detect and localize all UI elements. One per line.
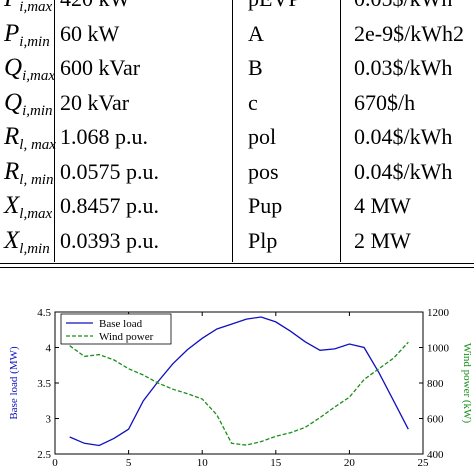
column-divider — [54, 0, 55, 262]
parameter-value-cell: 0.04$/kWh — [354, 158, 453, 184]
symbol-letter: Q — [4, 88, 23, 116]
parameter-value-cell: 670$/h — [354, 89, 416, 115]
y2-tick-label: 600 — [427, 414, 444, 426]
value-cell: 0.0575 p.u. — [60, 158, 159, 184]
y-tick-label: 3 — [46, 414, 52, 426]
x-tick-label: 5 — [126, 457, 132, 469]
parameter-value-cell: 0.05$/kWh — [354, 0, 452, 12]
parameter-cell: A — [248, 20, 264, 46]
y-tick-label: 3.5 — [37, 378, 51, 390]
parameter-cell: c — [248, 89, 258, 115]
column-divider — [232, 0, 233, 262]
symbol-cell: Xl,max — [4, 193, 52, 227]
symbol-subscript: l, max — [19, 137, 56, 153]
symbol-letter: R — [4, 123, 20, 150]
table-bottom-rule — [0, 263, 474, 264]
y2-axis-title: Wind power (kW) — [461, 343, 473, 424]
table-row: Xl,min 0.0393 p.u. Plp 2 MW — [0, 226, 474, 262]
parameter-cell: B — [248, 55, 263, 80]
symbol-letter: P — [4, 19, 20, 47]
symbol-letter: R — [4, 157, 20, 185]
symbol-cell: Pi,min — [4, 19, 50, 55]
parameter-value-cell: 0.04$/kWh — [354, 124, 453, 149]
table-row: Xl,max 0.8457 p.u. Pup 4 MW — [0, 193, 474, 227]
symbol-cell: Xl,min — [4, 226, 50, 262]
value-cell: 20 kVar — [60, 89, 130, 115]
table-bottom-rule-double — [0, 267, 474, 268]
parameter-value-cell: 4 MW — [354, 193, 411, 218]
y2-tick-label: 1000 — [427, 343, 450, 355]
symbol-letter: X — [4, 226, 20, 254]
x-tick-label: 25 — [418, 457, 430, 469]
column-divider — [340, 0, 341, 262]
value-cell: 1.068 p.u. — [60, 124, 148, 149]
value-cell: 0.0393 p.u. — [60, 227, 159, 253]
legend-box — [60, 313, 172, 345]
symbol-cell: Rl, min — [4, 157, 54, 193]
symbol-letter: X — [4, 192, 20, 219]
y2-tick-label: 400 — [427, 449, 444, 461]
y-axis-title: Base load (MW) — [8, 346, 20, 420]
symbol-cell: Pi,max — [4, 0, 52, 20]
legend-label: Wind power — [99, 331, 154, 343]
symbol-subscript: i,max — [19, 0, 53, 15]
table-row: Rl, min 0.0575 p.u. pos 0.04$/kWh — [0, 157, 474, 193]
parameter-value-cell: 2 MW — [354, 227, 411, 253]
table-row: Pi,min 60 kW A 2e-9$/kWh2 — [0, 19, 474, 55]
legend-label: Base load — [99, 318, 143, 330]
value-cell: 600 kVar — [60, 55, 141, 80]
parameter-cell: pol — [248, 124, 277, 149]
parameter-cell: Pup — [248, 193, 283, 218]
symbol-subscript: i,min — [22, 102, 53, 119]
y-tick-label: 4.5 — [37, 307, 51, 319]
chart-svg: 0 5 10 15 20 25 2.5 3 3.5 4 4.5 400 600 800 1000 1200 Ba… — [8, 307, 473, 469]
symbol-subscript: l,max — [19, 206, 53, 222]
x-tick-label: 20 — [344, 457, 356, 469]
table-row: Rl, max 1.068 p.u. pol 0.04$/kWh — [0, 124, 474, 158]
x-tick-label: 0 — [52, 457, 58, 469]
symbol-cell: Qi,min — [4, 88, 53, 124]
table-row: Pi,max 420 kW pEVP 0.05$/kWh — [0, 0, 474, 20]
series-line-wind-power — [69, 341, 409, 446]
symbol-letter: Q — [4, 54, 23, 81]
value-cell: 0.8457 p.u. — [60, 193, 159, 218]
parameter-table: Pi,max 420 kW pEVP 0.05$/kWh Pi,min 60 kW A 2e-… — [0, 0, 474, 268]
parameter-cell: Plp — [248, 227, 278, 253]
symbol-letter: P — [4, 0, 19, 12]
value-cell: 420 kW — [60, 0, 130, 12]
y-tick-label: 4 — [46, 343, 52, 355]
parameter-value-cell: 2e-9$/kWh2 — [354, 20, 464, 46]
x-tick-label: 10 — [197, 457, 209, 469]
symbol-cell: Rl, max — [4, 124, 56, 158]
y2-tick-label: 1200 — [427, 307, 450, 319]
y-tick-label: 2.5 — [37, 449, 51, 461]
symbol-subscript: l,min — [19, 240, 50, 257]
series-line-base-load — [69, 316, 409, 447]
symbol-subscript: i,max — [22, 68, 55, 84]
load-wind-chart: 0 5 10 15 20 25 2.5 3 3.5 4 4.5 400 600 800 1000 1200 Ba… — [0, 288, 474, 474]
parameter-cell: pos — [248, 158, 279, 184]
symbol-cell: Qi,max — [4, 55, 55, 89]
parameter-value-cell: 0.03$/kWh — [354, 55, 453, 80]
parameter-cell: pEVP — [248, 0, 301, 12]
value-cell: 60 kW — [60, 20, 120, 46]
table-row: Qi,min 20 kVar c 670$/h — [0, 88, 474, 124]
symbol-subscript: l, min — [19, 171, 54, 188]
symbol-subscript: i,min — [19, 33, 50, 50]
y2-tick-label: 800 — [427, 378, 444, 390]
x-tick-label: 15 — [270, 457, 282, 469]
table-row: Qi,max 600 kVar B 0.03$/kWh — [0, 55, 474, 89]
